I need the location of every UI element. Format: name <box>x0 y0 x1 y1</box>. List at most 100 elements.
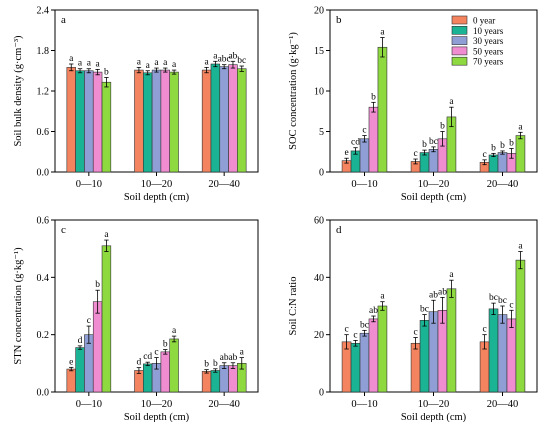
x-tick-label: 0—10 <box>76 179 102 190</box>
legend-swatch <box>451 15 468 25</box>
legend-entry: 0 year <box>473 16 495 26</box>
x-tick-label: 20—40 <box>208 179 240 190</box>
significance-letter: c <box>87 316 91 326</box>
significance-letter: b <box>509 139 514 149</box>
bar <box>75 70 85 173</box>
significance-letter: ab <box>369 306 378 316</box>
significance-letter: b <box>500 141 505 151</box>
x-tick-label: 10—20 <box>418 179 450 190</box>
bar <box>497 152 508 173</box>
significance-letter: b <box>204 360 209 370</box>
bar <box>160 69 170 173</box>
significance-letter: c <box>482 325 486 335</box>
significance-letter: a <box>449 270 454 280</box>
bar <box>488 308 499 393</box>
bar <box>419 320 430 393</box>
significance-letter: d <box>78 336 83 346</box>
legend-entry: 50 years <box>473 46 504 56</box>
y-tick-label: 60 <box>314 216 324 227</box>
y-tick-label: 1.8 <box>37 46 50 57</box>
legend-swatch <box>451 46 468 56</box>
significance-letter: b <box>163 340 168 350</box>
bar <box>428 311 439 393</box>
significance-letter: c <box>344 325 348 335</box>
bar <box>515 135 526 173</box>
y-axis-label: STN concentration (g·kg⁻¹) <box>13 247 24 365</box>
bar <box>428 149 439 173</box>
significance-letter: c <box>154 348 158 358</box>
bar <box>228 64 238 173</box>
y-tick-label: 1.2 <box>37 87 50 98</box>
significance-letter: a <box>154 58 159 68</box>
significance-letter: b <box>491 143 496 153</box>
significance-letter: bc <box>360 320 369 330</box>
significance-letter: ab <box>438 287 447 297</box>
y-tick-label: 5 <box>319 127 324 138</box>
significance-letter: a <box>163 58 168 68</box>
x-tick-label: 0—10 <box>76 399 102 410</box>
significance-letter: a <box>78 59 83 69</box>
bar <box>101 245 112 393</box>
significance-letter: a <box>204 57 209 67</box>
bar <box>169 71 179 173</box>
significance-letter: a <box>96 59 101 69</box>
bar <box>66 67 76 173</box>
y-tick-label: 20 <box>314 330 324 341</box>
significance-letter: ab <box>228 51 237 61</box>
bar <box>143 363 153 393</box>
bar <box>134 69 144 173</box>
significance-letter: b <box>95 280 100 290</box>
significance-letter: bc <box>498 296 507 306</box>
bar <box>151 69 162 173</box>
significance-letter: bc <box>429 137 438 147</box>
bar <box>237 68 247 173</box>
bar <box>84 70 94 173</box>
bar <box>377 305 388 393</box>
x-tick-label: 0—10 <box>351 399 377 410</box>
bar <box>359 332 370 393</box>
x-tick-label: 10—20 <box>418 399 450 410</box>
legend-entry: 30 years <box>473 36 504 46</box>
significance-letter: ab <box>228 353 237 363</box>
bar <box>219 365 229 393</box>
bar <box>446 288 457 393</box>
x-axis-label: Soil depth (cm) <box>401 192 467 203</box>
panel-label: c <box>61 224 66 236</box>
x-tick-label: 20—40 <box>487 399 519 410</box>
y-axis-label: Soil C:N ratio <box>288 277 299 336</box>
x-tick-label: 20—40 <box>208 399 240 410</box>
y-tick-label: 0.6 <box>37 216 50 227</box>
significance-letter: a <box>137 57 142 67</box>
significance-letter: d <box>137 358 142 368</box>
chart-panel-a: a 0.0 0.6 1.2 1.8 2.4 Soil bulk density (g·cm⁻… <box>13 6 259 203</box>
significance-letter: c <box>362 126 366 136</box>
y-tick-label: 0.4 <box>37 273 50 284</box>
significance-letter: a <box>518 242 523 252</box>
chart-panel-b: b 0 5 10 15 20 SOC concentration (g·kg⁻¹) 0—10 e… <box>288 6 538 203</box>
y-tick-label: 0.2 <box>37 330 50 341</box>
bar <box>160 351 170 393</box>
significance-letter: b <box>371 92 376 102</box>
panel-label: b <box>336 14 342 26</box>
bar <box>228 365 238 393</box>
significance-letter: b <box>440 122 445 132</box>
significance-letter: a <box>104 230 109 240</box>
bar <box>488 154 499 173</box>
significance-letter: b <box>104 68 109 78</box>
bar <box>201 371 212 393</box>
significance-letter: ab <box>429 290 438 300</box>
y-axis-label: Soil bulk density (g·cm⁻³) <box>13 35 24 147</box>
significance-letter: a <box>518 122 523 132</box>
bar <box>66 368 76 393</box>
significance-letter: c <box>413 149 417 159</box>
x-tick-label: 20—40 <box>487 179 519 190</box>
significance-letter: bc <box>237 56 246 66</box>
significance-letter: a <box>449 97 454 107</box>
significance-letter: abc <box>218 55 231 65</box>
significance-letter: a <box>213 51 218 61</box>
significance-letter: bc <box>420 305 429 315</box>
bar <box>497 314 508 393</box>
